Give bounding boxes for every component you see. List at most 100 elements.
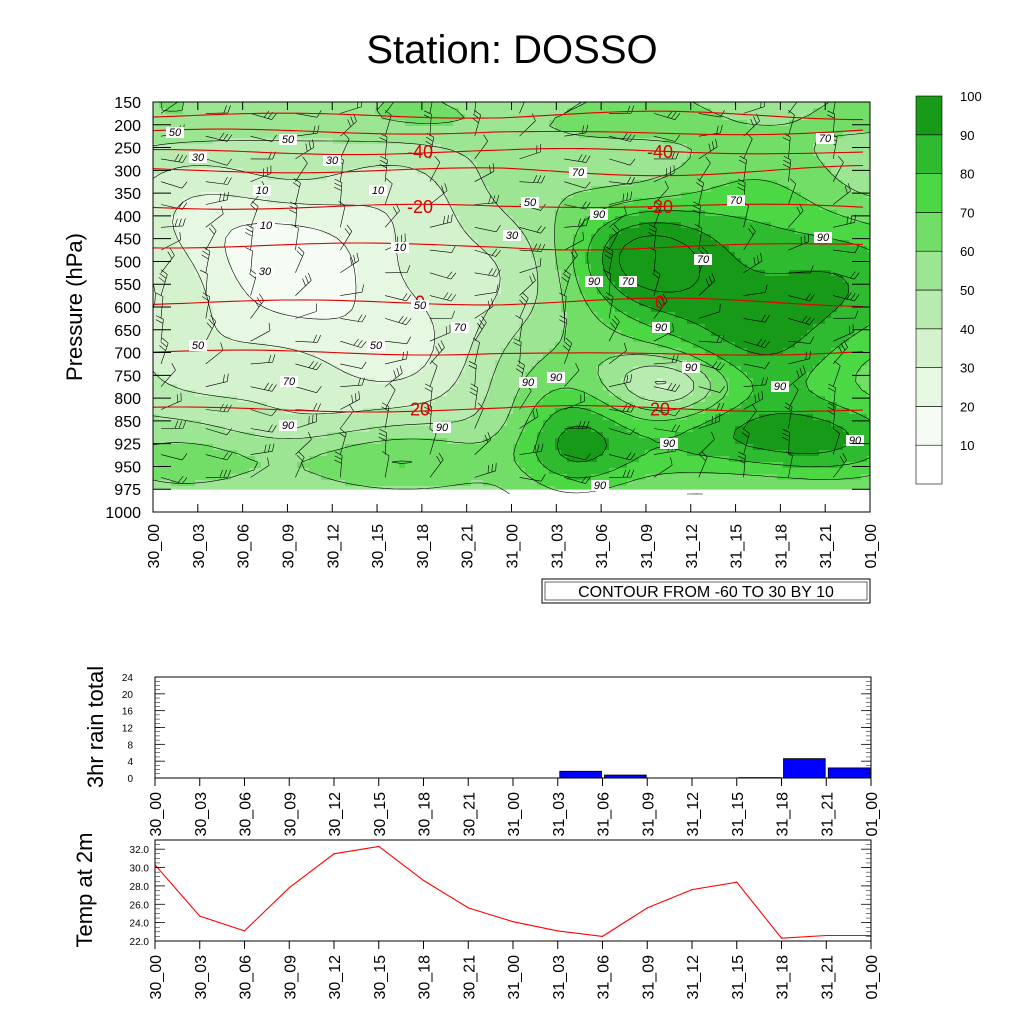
humidity-cell [537, 330, 544, 337]
humidity-cell [261, 342, 268, 349]
humidity-cell [483, 270, 490, 277]
humidity-cell [795, 228, 802, 235]
humidity-cell [447, 102, 454, 109]
humidity-cell [717, 162, 724, 169]
humidity-cell [651, 180, 658, 187]
humidity-cell [717, 342, 724, 349]
humidity-cell [333, 348, 340, 355]
humidity-cell [447, 258, 454, 265]
humidity-cell [597, 222, 604, 229]
humidity-cell [261, 120, 268, 127]
humidity-cell [495, 108, 502, 115]
humidity-cell [663, 216, 670, 223]
humidity-cell [549, 300, 556, 307]
humidity-cell [423, 288, 430, 295]
humidity-cell [483, 204, 490, 211]
humidity-cell [387, 144, 394, 151]
humidity-cell [807, 294, 814, 301]
humidity-cell [741, 240, 748, 247]
humidity-cell [687, 138, 694, 145]
humidity-cell [183, 258, 190, 265]
humidity-cell [471, 204, 478, 211]
humidity-cell [657, 204, 664, 211]
humidity-cell [387, 222, 394, 229]
humidity-cell [309, 186, 316, 193]
humidity-cell [543, 342, 550, 349]
humidity-cell [627, 156, 634, 163]
humidity-cell [609, 318, 616, 325]
humidity-cell [543, 234, 550, 241]
humidity-cell [537, 192, 544, 199]
humidity-cell [627, 330, 634, 337]
humidity-cell [399, 306, 406, 313]
humidity-cell [483, 162, 490, 169]
humidity-cell [429, 186, 436, 193]
humidity-cell [627, 300, 634, 307]
humidity-cell [489, 336, 496, 343]
humidity-cell [795, 342, 802, 349]
humidity-cell [759, 156, 766, 163]
humidity-cell [483, 108, 490, 115]
humidity-cell [189, 162, 196, 169]
humidity-cell [825, 288, 832, 295]
humidity-cell [759, 102, 766, 109]
humidity-cell [381, 120, 388, 127]
humidity-cell [723, 234, 730, 241]
humidity-cell [435, 270, 442, 277]
humidity-cell [399, 144, 406, 151]
humidity-cell [393, 216, 400, 223]
humidity-cell [465, 312, 472, 319]
humidity-cell [831, 306, 838, 313]
humidity-cell [801, 336, 808, 343]
humidity-cell [855, 288, 862, 295]
humidity-cell [381, 330, 388, 337]
humidity-cell [807, 210, 814, 217]
humidity-cell [159, 336, 166, 343]
humidity-cell [231, 258, 238, 265]
humidity-cell [255, 216, 262, 223]
humidity-cell [813, 192, 820, 199]
humidity-cell [789, 282, 796, 289]
humidity-cell [249, 120, 256, 127]
humidity-cell [165, 294, 172, 301]
humidity-cell [849, 102, 856, 109]
humidity-cell [741, 156, 748, 163]
humidity-cell [549, 132, 556, 139]
humidity-cell [633, 258, 640, 265]
humidity-cell [285, 120, 292, 127]
humidity-cell [501, 156, 508, 163]
humidity-cell [441, 228, 448, 235]
humidity-cell [333, 330, 340, 337]
humidity-cell [453, 336, 460, 343]
humidity-cell [279, 108, 286, 115]
humidity-cell [357, 120, 364, 127]
humidity-cell [273, 234, 280, 241]
humidity-cell [489, 348, 496, 355]
humidity-cell [681, 192, 688, 199]
humidity-cell [837, 168, 844, 175]
humidity-cell [207, 252, 214, 259]
humidity-cell [789, 174, 796, 181]
humidity-cell [549, 126, 556, 133]
humidity-cell [381, 210, 388, 217]
humidity-cell [183, 150, 190, 157]
humidity-cell [417, 228, 424, 235]
humidity-cell [159, 348, 166, 355]
humidity-cell [393, 252, 400, 259]
humidity-cell [279, 216, 286, 223]
humidity-cell [579, 156, 586, 163]
humidity-cell [393, 336, 400, 343]
humidity-cell [201, 216, 208, 223]
humidity-cell [183, 216, 190, 223]
humidity-cell [621, 300, 628, 307]
humidity-cell [807, 204, 814, 211]
humidity-cell [663, 288, 670, 295]
humidity-cell [525, 318, 532, 325]
humidity-cell [555, 312, 562, 319]
humidity-cell [597, 114, 604, 121]
humidity-cell [573, 318, 580, 325]
humidity-cell [333, 222, 340, 229]
humidity-cell [747, 210, 754, 217]
humidity-cell [699, 318, 706, 325]
humidity-cell [459, 336, 466, 343]
